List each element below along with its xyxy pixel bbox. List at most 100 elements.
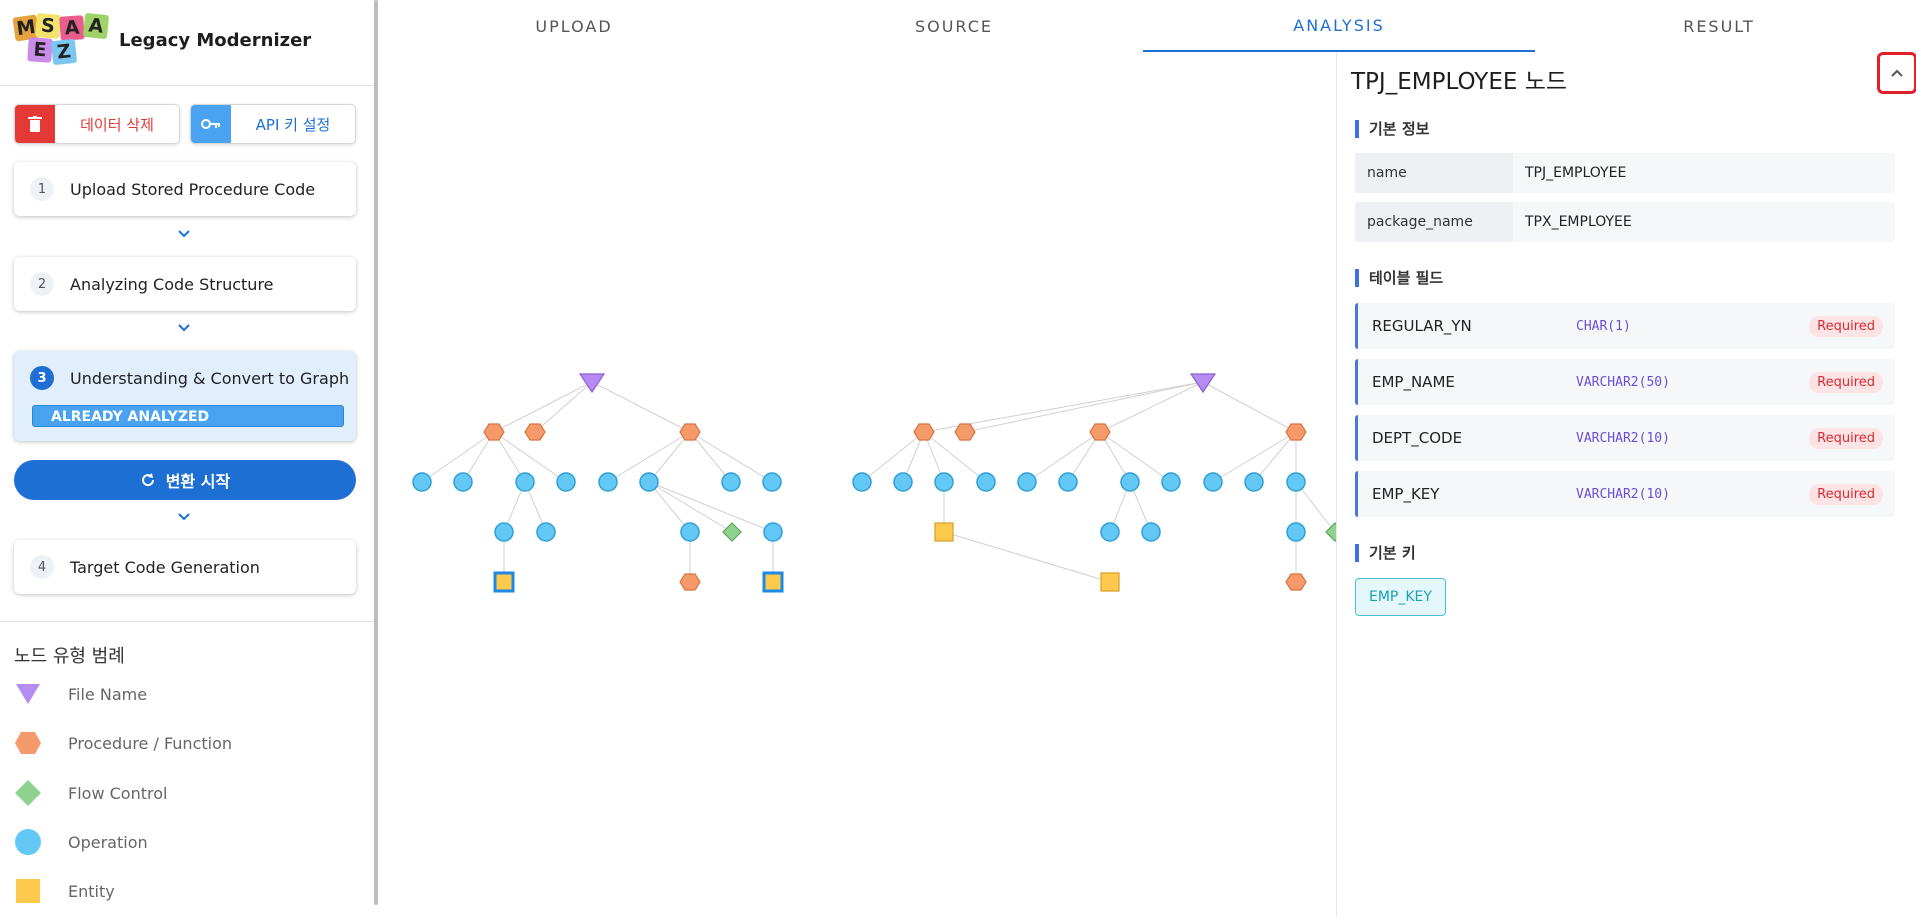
graph-node[interactable] [1161, 472, 1181, 492]
graph-node[interactable] [578, 373, 606, 394]
graph-node[interactable] [954, 423, 976, 441]
graph-edge [964, 381, 1204, 433]
graph-node[interactable] [1203, 472, 1223, 492]
node-detail-panel: TPJ_EMPLOYEE 노드 기본 정보 name TPJ_EMPLOYEE … [1336, 52, 1916, 917]
graph-edge [421, 431, 495, 483]
legend-title: 노드 유형 범례 [14, 646, 125, 667]
legend-item-flow-control: Flow Control [14, 779, 167, 807]
graph-node[interactable] [1285, 423, 1307, 441]
tab-result[interactable]: RESULT [1683, 16, 1755, 36]
graph-node[interactable] [1120, 472, 1140, 492]
delete-data-button[interactable]: 데이터 삭제 [14, 104, 180, 144]
graph-node[interactable] [1286, 472, 1306, 492]
graph-node[interactable] [1089, 423, 1111, 441]
step-convert-graph[interactable]: 3 Understanding & Convert to Graph ALREA… [14, 351, 356, 441]
logo-tile: A [82, 12, 110, 40]
graph-node[interactable] [762, 472, 782, 492]
graph-edge [1026, 431, 1101, 483]
start-conversion-button[interactable]: 변환 시작 [14, 460, 356, 500]
step-analyzing[interactable]: 2 Analyzing Code Structure [14, 257, 356, 311]
step-number: 4 [30, 555, 54, 579]
graph-node[interactable] [515, 472, 535, 492]
graph-edge [648, 431, 691, 483]
graph-svg[interactable] [378, 52, 1336, 917]
tab-upload[interactable]: UPLOAD [535, 16, 613, 36]
square-icon [16, 879, 40, 903]
graph-node[interactable] [913, 423, 935, 441]
step-upload[interactable]: 1 Upload Stored Procedure Code [14, 162, 356, 216]
graph-node[interactable] [680, 522, 700, 542]
graph-node[interactable] [1058, 472, 1078, 492]
graph-node[interactable] [1017, 472, 1037, 492]
chevron-down-icon [178, 230, 190, 238]
graph-node[interactable] [453, 472, 473, 492]
graph-node[interactable] [763, 522, 783, 542]
chevron-down-icon [178, 513, 190, 521]
tab-analysis[interactable]: ANALYSIS [1143, 0, 1535, 52]
graph-node[interactable] [679, 423, 701, 441]
tab-source[interactable]: SOURCE [914, 16, 994, 36]
graph-node[interactable] [556, 472, 576, 492]
graph-node[interactable] [524, 423, 546, 441]
field-row: REGULAR_YN CHAR(1) Required [1355, 303, 1895, 349]
app-title: Legacy Modernizer [119, 29, 312, 51]
field-type: CHAR(1) [1576, 318, 1631, 334]
graph-node[interactable] [1325, 522, 1336, 542]
graph-node[interactable] [934, 472, 954, 492]
graph-node[interactable] [1285, 573, 1307, 591]
graph-edge [861, 431, 925, 483]
graph-node[interactable] [721, 472, 741, 492]
graph-node[interactable] [852, 472, 872, 492]
legend-item-entity: Entity [14, 877, 115, 905]
legend-label: Entity [68, 881, 115, 901]
legend-item-procedure: Procedure / Function [14, 729, 232, 757]
graph-node[interactable] [1100, 522, 1120, 542]
graph-node[interactable] [679, 573, 701, 591]
graph-node[interactable] [1100, 572, 1120, 592]
graph-canvas[interactable] [378, 52, 1336, 917]
graph-node[interactable] [1244, 472, 1264, 492]
panel-title: TPJ_EMPLOYEE 노드 [1351, 69, 1568, 95]
graph-node[interactable] [893, 472, 913, 492]
graph-edge [689, 431, 732, 483]
graph-node[interactable] [493, 571, 515, 593]
field-type: VARCHAR2(10) [1576, 430, 1670, 446]
graph-node[interactable] [722, 522, 742, 542]
graph-edge [493, 381, 593, 433]
collapse-panel-button[interactable] [1877, 52, 1916, 94]
graph-node[interactable] [1189, 373, 1217, 394]
graph-node[interactable] [598, 472, 618, 492]
api-key-label: API 키 설정 [255, 115, 331, 134]
step-target-code[interactable]: 4 Target Code Generation [14, 540, 356, 594]
graph-node[interactable] [934, 522, 954, 542]
graph-edge [1099, 381, 1204, 433]
start-conversion-label: 변환 시작 [165, 472, 231, 491]
graph-node[interactable] [639, 472, 659, 492]
graph-node[interactable] [1286, 522, 1306, 542]
graph-node[interactable] [536, 522, 556, 542]
graph-edge [943, 531, 1111, 583]
field-row: EMP_KEY VARCHAR2(10) Required [1355, 471, 1895, 517]
primary-key-chip[interactable]: EMP_KEY [1355, 578, 1446, 616]
info-row-name: name TPJ_EMPLOYEE [1355, 153, 1895, 193]
graph-node[interactable] [483, 423, 505, 441]
logo-tile: S [34, 12, 62, 40]
graph-edge [1253, 431, 1297, 483]
primary-key-heading: 기본 키 [1355, 544, 1416, 562]
api-key-button[interactable]: API 키 설정 [190, 104, 356, 144]
graph-node[interactable] [762, 571, 784, 593]
graph-node[interactable] [976, 472, 996, 492]
brand: M S A A E Z Legacy Modernizer [12, 12, 312, 66]
step-title: Understanding & Convert to Graph [70, 368, 350, 388]
graph-node[interactable] [494, 522, 514, 542]
legend-item-file-name: File Name [14, 680, 147, 708]
graph-node[interactable] [1141, 522, 1161, 542]
info-key: package_name [1355, 202, 1513, 242]
key-icon [191, 105, 231, 143]
graph-edge [923, 431, 987, 483]
sidebar-scrollbar[interactable] [374, 0, 378, 905]
circle-icon [15, 829, 41, 855]
triangle-icon [16, 684, 40, 704]
graph-edge [1099, 431, 1172, 483]
graph-node[interactable] [412, 472, 432, 492]
